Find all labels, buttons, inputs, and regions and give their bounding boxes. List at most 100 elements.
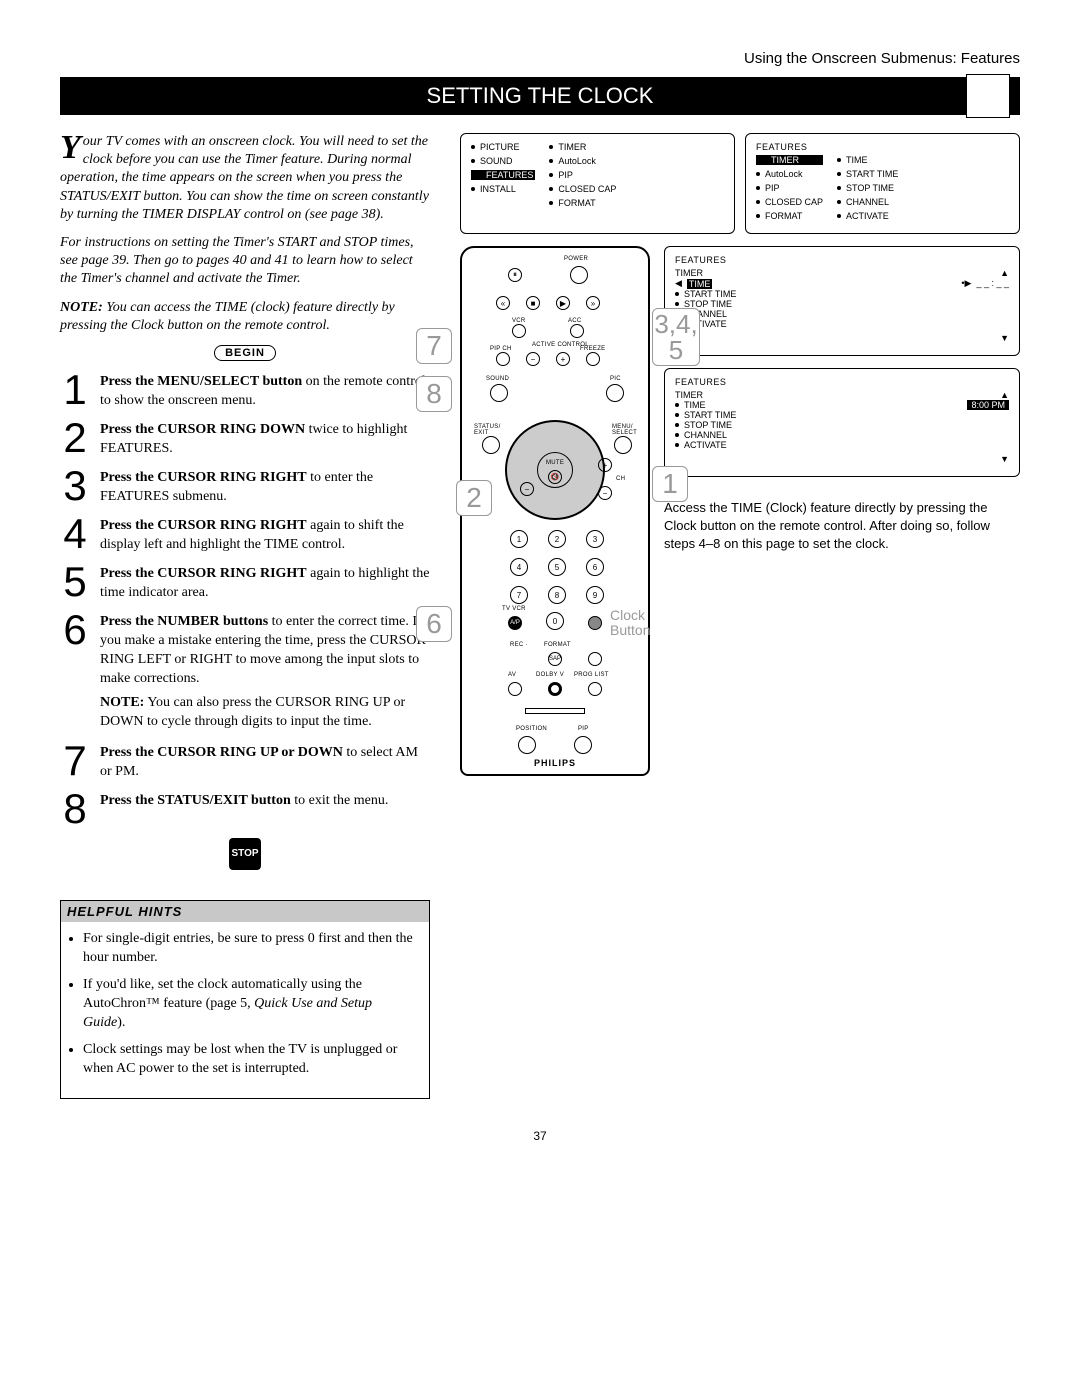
menu-item: PIP [549, 170, 616, 180]
num-2[interactable]: 2 [548, 530, 566, 548]
step: 5Press the CURSOR RING RIGHT again to hi… [60, 561, 430, 603]
step: 7Press the CURSOR RING UP or DOWN to sel… [60, 740, 430, 782]
ctrl-minus[interactable]: − [526, 352, 540, 366]
vol-down[interactable]: − [520, 482, 534, 496]
num-7[interactable]: 7 [510, 586, 528, 604]
step: 2Press the CURSOR RING DOWN twice to hig… [60, 417, 430, 459]
title-bar: SETTING THE CLOCK [60, 77, 1020, 115]
intro-note: NOTE: You can access the TIME (clock) fe… [60, 299, 430, 335]
dolby-button[interactable] [548, 682, 562, 696]
sound-button[interactable] [490, 384, 508, 402]
step-text: Press the CURSOR RING RIGHT to enter the… [100, 465, 430, 507]
menu-item: CHANNEL [675, 309, 1009, 319]
intro-rest: our TV comes with an onscreen clock. You… [60, 134, 429, 222]
arrow-marker [473, 171, 481, 179]
clock-button[interactable] [588, 616, 602, 630]
pip-label: PIP [578, 726, 589, 732]
menu-item: AutoLock [756, 169, 823, 179]
page-number: 37 [60, 1129, 1020, 1143]
num-1[interactable]: 1 [510, 530, 528, 548]
step-text: Press the CURSOR RING RIGHT again to shi… [100, 513, 430, 555]
freeze-button[interactable] [586, 352, 600, 366]
num-3[interactable]: 3 [586, 530, 604, 548]
vcr-button[interactable] [512, 324, 526, 338]
hint-item: For single-digit entries, be sure to pre… [83, 930, 417, 968]
sub1-timer-header: TIMER [675, 268, 703, 278]
intro-note-label: NOTE: [60, 300, 103, 315]
pipch-label: PIP CH [490, 346, 512, 352]
title-icon [966, 74, 1010, 118]
tvvcr-label: TV VCR [502, 606, 526, 612]
menu-item: TIMER [756, 155, 823, 165]
steps-list: 1Press the MENU/SELECT button on the rem… [60, 369, 430, 689]
num-8[interactable]: 8 [548, 586, 566, 604]
content-wrapper: Your TV comes with an onscreen clock. Yo… [60, 133, 1020, 1099]
freeze-label: FREEZE [580, 346, 605, 352]
remote-brand: PHILIPS [534, 758, 576, 768]
num-5[interactable]: 5 [548, 558, 566, 576]
step-text: Press the CURSOR RING RIGHT again to hig… [100, 561, 430, 603]
bullet-icon [837, 200, 841, 204]
menu-label: MENU/ SELECT [612, 424, 637, 436]
pip-button[interactable] [574, 736, 592, 754]
ch-down[interactable]: − [598, 486, 612, 500]
dropcap: Y [60, 133, 81, 164]
bullet-icon [837, 214, 841, 218]
left-column: Your TV comes with an onscreen clock. Yo… [60, 133, 430, 1099]
menu-item: PIP [756, 183, 823, 193]
menu-main: PICTURESOUNDFEATURESINSTALL TIMERAutoLoc… [460, 133, 735, 234]
step: 8Press the STATUS/EXIT button to exit th… [60, 788, 430, 830]
pic-button[interactable] [606, 384, 624, 402]
step-number: 2 [60, 417, 90, 459]
num-0[interactable]: 0 [546, 612, 564, 630]
callout-6: 6 [416, 606, 452, 642]
menu-select-button[interactable] [614, 436, 632, 454]
format-button[interactable] [588, 652, 602, 666]
mute-button[interactable]: 🔇 [548, 470, 562, 484]
menu-item: START TIME [675, 289, 1009, 299]
acc-button[interactable] [570, 324, 584, 338]
bullet-icon [837, 172, 841, 176]
hint-item: If you'd like, set the clock automatical… [83, 976, 417, 1033]
arrow-down-icon: ▼ [675, 454, 1009, 464]
hints-title: HELPFUL HINTS [61, 901, 429, 922]
bullet-icon [756, 200, 760, 204]
arrow-up-icon: ▲ [1000, 268, 1009, 278]
intro-note-text: You can access the TIME (clock) feature … [60, 300, 395, 333]
num-4[interactable]: 4 [510, 558, 528, 576]
arrow-marker [758, 156, 766, 164]
menu-features: FEATURES TIMERAutoLockPIPCLOSED CAPFORMA… [745, 133, 1020, 234]
menu-timer-value: FEATURES TIMER ▲ TIME8:00 PMSTART TIMEST… [664, 368, 1020, 477]
position-button[interactable] [518, 736, 536, 754]
menu-item: ◀TIME•▶ _ _ : _ _ [675, 278, 1009, 289]
callout-7: 7 [416, 328, 452, 364]
ch-up[interactable]: + [598, 458, 612, 472]
steps-list-b: 7Press the CURSOR RING UP or DOWN to sel… [60, 740, 430, 830]
step-number: 5 [60, 561, 90, 603]
proglist-button[interactable] [588, 682, 602, 696]
menu-item: START TIME [837, 169, 898, 179]
step-number: 6 [60, 609, 90, 689]
power-button[interactable] [570, 266, 588, 284]
dolby-label: DOLBY V [536, 672, 564, 678]
pipch-button[interactable] [496, 352, 510, 366]
ap-button[interactable]: A/P [508, 616, 522, 630]
ff-button[interactable]: » [586, 296, 600, 310]
ch-label: CH [616, 476, 625, 482]
play-button[interactable]: ▶ [556, 296, 570, 310]
status-exit-button[interactable] [482, 436, 500, 454]
num-9[interactable]: 9 [586, 586, 604, 604]
menu-item: PICTURE [471, 142, 535, 152]
sound-label: SOUND [486, 376, 509, 382]
bullet-icon [837, 158, 841, 162]
standby-button[interactable]: ⏸ [508, 268, 522, 282]
step: 4Press the CURSOR RING RIGHT again to sh… [60, 513, 430, 555]
av-button[interactable] [508, 682, 522, 696]
ctrl-plus[interactable]: + [556, 352, 570, 366]
step-number: 7 [60, 740, 90, 782]
num-6[interactable]: 6 [586, 558, 604, 576]
sap-button[interactable]: SAP [548, 652, 562, 666]
stop-button[interactable]: ■ [526, 296, 540, 310]
rew-button[interactable]: « [496, 296, 510, 310]
menu-item: ACTIVATE [675, 319, 1009, 329]
